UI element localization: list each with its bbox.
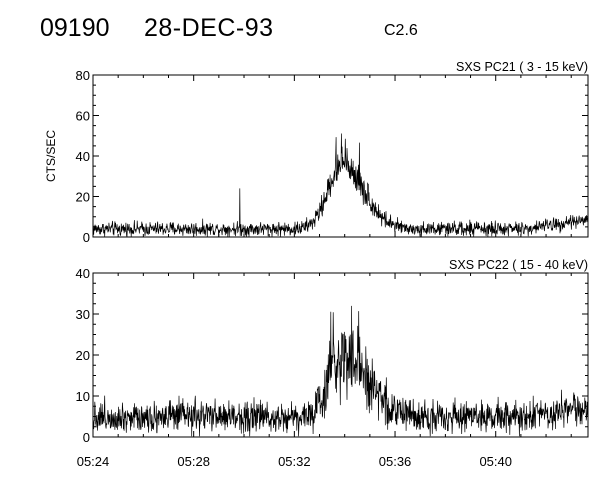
y-tick-label: 20 <box>76 348 90 363</box>
event-id: 09190 <box>40 14 110 42</box>
y-tick-label: 20 <box>76 190 90 205</box>
y-axis-label: CTS/SEC <box>44 130 58 182</box>
y-tick-label: 10 <box>76 389 90 404</box>
series-line <box>92 305 589 437</box>
x-tick-label: 05:24 <box>77 454 110 469</box>
panel-title: SXS PC22 ( 15 - 40 keV) <box>449 258 588 272</box>
y-tick-label: 0 <box>83 430 90 445</box>
chart-panel-pc21: SXS PC21 ( 3 - 15 keV) CTS/SEC 0 20 40 60 80 <box>44 60 589 245</box>
y-tick-label: 80 <box>76 68 90 83</box>
chart-panel-pc22: SXS PC22 ( 15 - 40 keV) 0 10 20 30 40 05:24 05:… <box>76 258 589 469</box>
y-tick-label: 30 <box>76 307 90 322</box>
x-tick-label: 05:40 <box>479 454 512 469</box>
x-tick-label: 05:36 <box>379 454 412 469</box>
event-date: 28-DEC-93 <box>144 14 274 42</box>
goes-class: C2.6 <box>384 22 418 39</box>
y-tick-label: 40 <box>76 266 90 281</box>
series-line <box>92 133 589 237</box>
y-tick-label: 40 <box>76 149 90 164</box>
plot-frame <box>92 74 589 238</box>
y-tick-label: 0 <box>83 230 90 245</box>
x-tick-label: 05:28 <box>177 454 210 469</box>
panel-title: SXS PC21 ( 3 - 15 keV) <box>456 60 588 74</box>
y-tick-label: 60 <box>76 109 90 124</box>
x-tick-label: 05:32 <box>278 454 311 469</box>
